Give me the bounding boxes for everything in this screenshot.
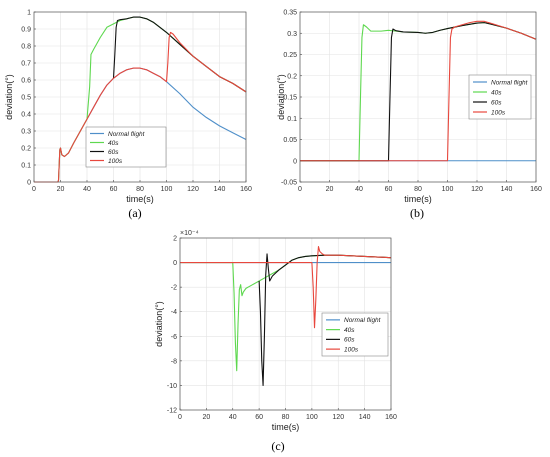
legend-entry-2: 60s: [491, 99, 502, 106]
x-tick-label: 120: [332, 414, 344, 421]
x-tick-label: 60: [110, 186, 118, 193]
legend-entry-2: 60s: [108, 149, 119, 156]
y-axis-label: deviation(°): [4, 74, 14, 120]
x-tick-label: 160: [530, 186, 542, 193]
x-tick-label: 80: [282, 414, 290, 421]
legend-entry-1: 40s: [108, 140, 119, 147]
panel-label: (b): [410, 206, 424, 220]
y-tick-label: 2: [173, 236, 177, 243]
series-line-3: [300, 20, 537, 162]
x-tick-label: 20: [326, 186, 334, 193]
y-tick-label: -12: [167, 408, 177, 415]
y-axis-label: deviation(°): [154, 301, 164, 347]
y-tick-label: 0.35: [283, 10, 297, 17]
axes-frame: [33, 11, 247, 183]
x-tick-label: 40: [355, 186, 363, 193]
legend-entry-0: Normal flight: [344, 317, 382, 324]
y-tick-label: 0.4: [21, 112, 31, 119]
y-tick-label: 0: [293, 158, 297, 165]
legend-entry-0: Normal flight: [108, 131, 146, 138]
y-tick-label: 0.05: [283, 137, 297, 144]
y-tick-label: -0.05: [281, 180, 297, 187]
y-tick-label: 0.3: [21, 129, 31, 136]
x-tick-label: 60: [255, 414, 263, 421]
series-line-2: [300, 22, 537, 162]
y-tick-label: -6: [171, 334, 177, 341]
x-tick-label: 100: [161, 186, 173, 193]
y-tick-label: 0.25: [283, 52, 297, 59]
y-tick-label: 0.5: [21, 95, 31, 102]
axes-frame: [299, 11, 537, 183]
legend-entry-1: 40s: [491, 89, 502, 96]
x-tick-label: 160: [385, 414, 397, 421]
legend: Normal flight 40s 60s 100s: [468, 74, 532, 120]
x-tick-label: 40: [229, 414, 237, 421]
x-tick-label: 100: [306, 414, 318, 421]
legend-entry-2: 60s: [344, 337, 355, 344]
y-axis-label: deviation(°): [276, 74, 286, 120]
y-tick-label: 0.6: [21, 78, 31, 85]
y-tick-label: -2: [171, 285, 177, 292]
y-tick-label: 1: [27, 10, 31, 17]
legend: Normal flight 40s 60s 100s: [321, 312, 389, 357]
x-tick-label: 20: [57, 186, 65, 193]
legend-entry-3: 100s: [491, 109, 506, 116]
series-line-3: [34, 31, 247, 183]
x-tick-label: 60: [385, 186, 393, 193]
legend-entry-1: 40s: [344, 327, 355, 334]
x-tick-label: 140: [501, 186, 513, 193]
x-axis-label: time(s): [272, 422, 300, 432]
x-tick-label: 160: [240, 186, 252, 193]
y-tick-label: 0.8: [21, 44, 31, 51]
x-axis-label: time(s): [126, 194, 154, 204]
y-tick-label: -10: [167, 383, 177, 390]
y-tick-label: 0.15: [283, 95, 297, 102]
legend-entry-0: Normal flight: [491, 79, 529, 86]
x-tick-label: 80: [136, 186, 144, 193]
y-tick-label: 0.2: [21, 146, 31, 153]
chart-panel-2: 0 20 40 60 80 100 120 140 160 -12 -10 -8 -6 -4 -2 0 2×10…: [154, 230, 397, 453]
y-tick-label: -8: [171, 358, 177, 365]
axes-frame: [179, 237, 392, 411]
y-tick-label: 0.1: [287, 116, 297, 123]
x-tick-label: 0: [32, 186, 36, 193]
chart-panel-0: 0 20 40 60 80 100 120 140 160 0 0.1 0.2 0.3 0.4 0.5 0.6…: [4, 10, 252, 221]
y-tick-label: -4: [171, 309, 177, 316]
y-tick-label: 0.7: [21, 61, 31, 68]
x-tick-label: 40: [83, 186, 91, 193]
legend-entry-3: 100s: [344, 346, 359, 353]
y-tick-label: 0.3: [287, 31, 297, 38]
x-tick-label: 140: [359, 414, 371, 421]
x-axis-label: time(s): [404, 194, 432, 204]
y-tick-label: 0: [173, 260, 177, 267]
series-line-3: [180, 246, 392, 329]
x-tick-label: 100: [442, 186, 454, 193]
x-tick-label: 120: [187, 186, 199, 193]
chart-panel-1: 0 20 40 60 80 100 120 140 160-0.0500.050.10.150.…: [276, 10, 542, 221]
x-tick-label: 140: [214, 186, 226, 193]
x-tick-label: 80: [414, 186, 422, 193]
panel-label: (a): [128, 206, 141, 220]
x-tick-label: 0: [178, 414, 182, 421]
panel-label: (c): [271, 439, 284, 453]
legend-entry-3: 100s: [108, 158, 123, 165]
y-tick-label: 0.1: [21, 163, 31, 170]
y-multiplier: ×10⁻⁴: [180, 230, 199, 237]
x-tick-label: 120: [471, 186, 483, 193]
x-tick-label: 20: [202, 414, 210, 421]
y-tick-label: 0.2: [287, 73, 297, 80]
y-tick-label: 0.9: [21, 27, 31, 34]
y-tick-label: 0: [27, 180, 31, 187]
legend: Normal flight 40s 60s 100s: [85, 126, 167, 168]
x-tick-label: 0: [298, 186, 302, 193]
